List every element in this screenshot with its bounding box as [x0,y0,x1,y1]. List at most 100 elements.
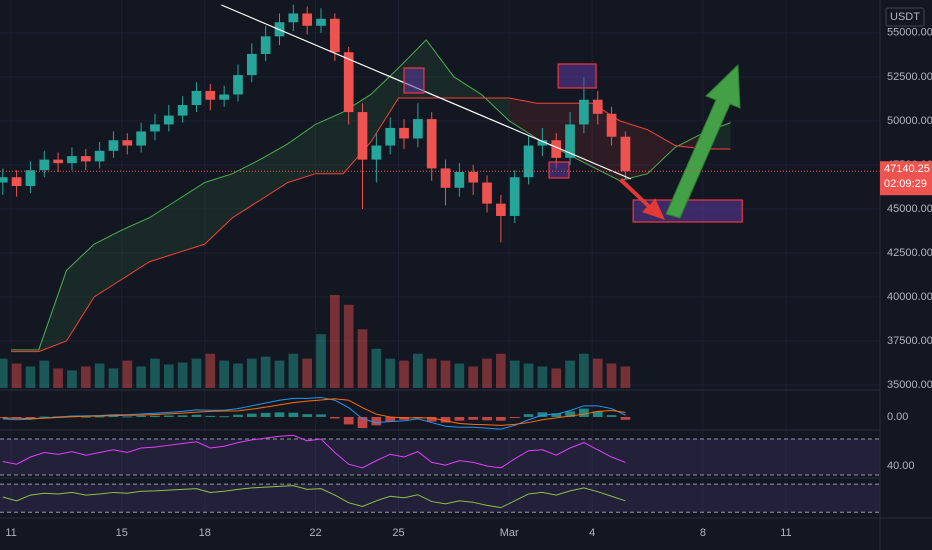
macd-histogram-bar [371,416,382,426]
macd-histogram-bar [136,415,146,417]
cloud-fill [149,200,178,262]
macd-histogram-bar [316,414,326,417]
volume-bar [205,353,216,388]
volume-bar [274,360,285,388]
volume-bar [330,295,340,388]
volume-bar [316,334,326,388]
x-tick-label: 15 [116,527,128,539]
macd-histogram-bar [579,408,589,417]
candle-body [579,99,589,125]
volume-bar [426,358,437,388]
currency-label: USDT [890,11,920,23]
cloud-fill [121,217,150,280]
cloud-fill [426,39,454,98]
volume-bar [482,358,492,388]
macd-histogram-bar [509,416,520,418]
candle-body [0,177,8,183]
cloud-fill [509,97,537,139]
candle-body [191,90,202,106]
macd-histogram-bar [274,412,285,417]
volume-bar [108,368,119,388]
macd-histogram-bar [108,416,119,418]
volume-bar [606,363,617,388]
down-arrow [619,178,665,220]
macd-histogram-bar [163,415,174,417]
osc-band-fill [0,484,880,513]
macd-histogram-bar [565,411,575,417]
candle-body [620,136,631,172]
volume-bar [260,356,271,388]
macd-histogram-bar [385,416,396,422]
candle-body [357,112,368,160]
macd-histogram-bar [606,415,617,417]
macd-histogram-bar [246,413,257,417]
macd-histogram-bar [330,416,340,419]
macd-histogram-bar [39,416,50,418]
candle-body [136,131,146,146]
up-arrow [665,63,741,219]
volume-bar [413,353,423,388]
candle-body [163,115,174,125]
volume-bar [579,353,589,388]
candle-body [426,119,437,169]
x-tick-label: 22 [309,527,321,539]
oscillator-line [2,485,626,509]
cloud-fill [177,182,205,253]
macd-histogram-bar [11,416,22,419]
candle-body [53,159,63,164]
macd-histogram-bar [94,416,105,418]
rsi-tick-label: 40.00 [887,460,915,472]
volume-bar [39,360,50,388]
candle-body [150,124,160,132]
volume-bar [371,348,382,388]
cloud-fill [94,230,122,297]
last-price-label: 47140.25 [884,163,930,175]
candle-body [302,13,313,26]
volume-bar [399,360,409,388]
volume-bar [357,329,368,388]
macd-histogram-bar [191,414,202,417]
x-tick-label: 8 [700,527,706,539]
volume-bar [592,358,603,388]
volume-bar [440,360,451,388]
macd-tick-label: 0.00 [887,411,908,423]
candle-body [482,182,492,204]
cloud-fill [453,76,482,98]
volume-bar [219,360,229,388]
y-tick-label: 45000.00 [887,203,932,215]
volume-bar [191,358,202,388]
candle-body [523,145,534,178]
cloud-fill [66,244,95,342]
volume-bar [454,363,465,388]
currency-box [885,7,925,27]
volume-bar [302,358,313,388]
volume-bar [620,366,631,388]
y-tick-label: 35000.00 [887,379,932,391]
candle-body [233,75,243,95]
candle-body [385,127,396,146]
highlight-box [403,67,425,94]
plot-layer: 11 15 18 22 25 Mar 4 8 11 [0,0,880,539]
macd-histogram-bar [122,416,133,418]
candle-body [177,105,188,116]
x-tick-label: 11 [780,527,791,539]
macd-histogram-bar [25,416,36,418]
macd-histogram-bar [440,416,451,423]
macd-histogram-bar [80,416,91,418]
candle-body [25,170,36,187]
cloud-span-a [11,39,731,351]
volume-bar [94,363,105,388]
macd-histogram-bar [177,415,188,417]
macd-histogram-bar [288,412,299,417]
cloud-fill [647,129,676,174]
candle-body [592,99,603,114]
candle-body [468,171,479,183]
trendline [221,4,632,180]
macd-histogram-bar [482,416,492,421]
volume-bar [565,360,575,388]
cloud-fill [204,173,233,245]
volume-bar [11,363,22,388]
candle-body [537,140,548,146]
highlight-box [557,63,597,89]
